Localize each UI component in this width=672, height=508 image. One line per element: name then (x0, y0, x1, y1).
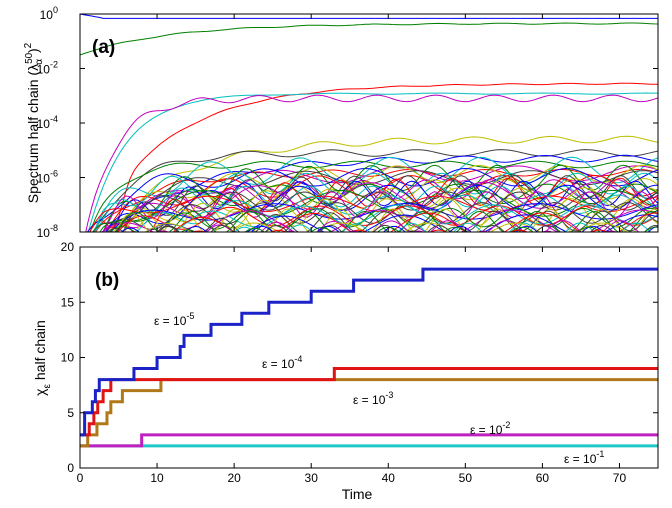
spectrum-line (136, 194, 658, 232)
x-tick-label: 70 (613, 471, 627, 485)
y-tick-label: 10-2 (37, 60, 58, 77)
spectrum-line (80, 22, 658, 56)
spectrum-line (102, 164, 658, 232)
series-label-eps--5: ε = 10-5 (154, 311, 194, 328)
panel-b-y-axis-label: χε half chain (32, 320, 53, 396)
spectrum-line (157, 220, 640, 232)
series-label-eps--1: ε = 10-1 (564, 449, 604, 466)
y-tick-label: 100 (40, 5, 58, 22)
spectrum-line (115, 154, 658, 232)
x-tick-label: 0 (77, 471, 84, 485)
spectrum-line (124, 135, 658, 232)
panel-b-series-group (80, 267, 658, 448)
x-tick-label: 40 (382, 471, 396, 485)
y-tick-label: 10-4 (37, 114, 58, 131)
x-axis-label: Time (342, 486, 373, 502)
spectrum-line (93, 149, 658, 232)
spectrum-line (144, 222, 629, 232)
x-tick-label: 20 (227, 471, 241, 485)
spectrum-line (99, 183, 658, 232)
y-tick-label: 10 (61, 351, 75, 365)
spectrum-line (110, 180, 658, 232)
spectrum-line (91, 189, 658, 232)
y-tick-label: 20 (61, 240, 75, 254)
spectrum-line (107, 224, 658, 232)
x-tick-label: 30 (305, 471, 319, 485)
panel-a-series-group (80, 14, 658, 232)
panel-b-y-ticks: 0 5 10 15 20 (61, 240, 658, 475)
y-tick-label: 5 (67, 406, 74, 420)
spectrum-line (89, 82, 658, 232)
x-tick-label: 10 (150, 471, 164, 485)
series-line-eps--4 (80, 367, 658, 437)
spectrum-line (100, 191, 658, 232)
series-line-eps--5 (80, 267, 658, 437)
y-tick-label: 10-8 (37, 223, 58, 240)
y-tick-label: 0 (67, 461, 74, 475)
y-tick-label: 15 (61, 295, 75, 309)
panel-b-label: (b) (95, 270, 119, 291)
spectrum-line (114, 181, 658, 232)
x-tick-label: 50 (459, 471, 473, 485)
panel-a-label: (a) (92, 37, 115, 58)
spectrum-line (89, 195, 658, 232)
spectrum-line (102, 209, 658, 232)
panel-a-y-axis-label: Spectrum half chain (λ50α)2 (23, 42, 45, 203)
spectrum-line (109, 207, 658, 232)
series-label-eps--4: ε = 10-4 (262, 354, 302, 371)
panel-a-y-ticks: 100 10-2 10-4 10-6 10-8 (37, 5, 658, 240)
spectrum-line (85, 94, 658, 232)
series-label-eps--2: ε = 10-2 (470, 420, 510, 437)
spectrum-line (80, 14, 658, 19)
series-labels: ε = 10-5 ε = 10-4 ε = 10-3 ε = 10-2 ε = 10-1 (154, 311, 604, 466)
panel-b-x-ticks: 0 10 20 30 40 50 60 70 (77, 247, 627, 485)
panel-a: 100 10-2 10-4 10-6 10-8 (a) Spectrum half ch… (23, 5, 659, 240)
series-line-eps--2 (80, 433, 658, 448)
spectrum-line (86, 167, 658, 232)
x-tick-label: 60 (536, 471, 550, 485)
series-label-eps--3: ε = 10-3 (353, 390, 393, 407)
spectrum-line (122, 174, 658, 232)
y-tick-label: 10-6 (37, 169, 58, 186)
